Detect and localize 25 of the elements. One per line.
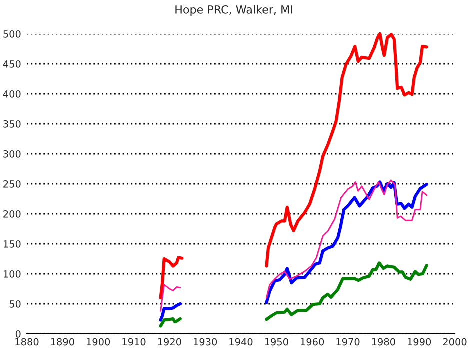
y-tick-label: 500 — [4, 30, 21, 38]
y-tick-label: 450 — [3, 60, 21, 68]
y-tick-label: 400 — [3, 90, 21, 98]
x-tick-label: 1930 — [194, 338, 218, 346]
x-tick-label: 1950 — [265, 338, 288, 346]
y-tick-label: 250 — [4, 180, 21, 188]
x-tick-label: 1960 — [301, 338, 324, 346]
x-tick-label: 2000 — [443, 338, 467, 346]
x-tick-label: 1900 — [87, 338, 110, 346]
x-tick-label: 1990 — [408, 338, 432, 346]
y-tick-label: 300 — [4, 150, 21, 158]
x-tick-label: 1890 — [51, 338, 74, 346]
chart-title: Hope PRC, Walker, MI — [176, 5, 292, 16]
x-tick-label: 1980 — [372, 338, 396, 346]
y-tick-label: 50 — [10, 300, 21, 308]
y-tick-label: 150 — [4, 240, 21, 248]
x-tick-label: 1920 — [158, 338, 182, 346]
y-tick-label: 350 — [4, 120, 21, 128]
y-tick-label: 200 — [4, 210, 21, 218]
x-tick-label: 1910 — [122, 338, 146, 346]
y-tick-label: 100 — [4, 270, 21, 278]
x-tick-label: 1880 — [16, 338, 39, 346]
y-tick-label: 0 — [16, 330, 21, 338]
x-tick-label: 1970 — [336, 338, 360, 346]
x-tick-label: 1940 — [230, 338, 253, 346]
